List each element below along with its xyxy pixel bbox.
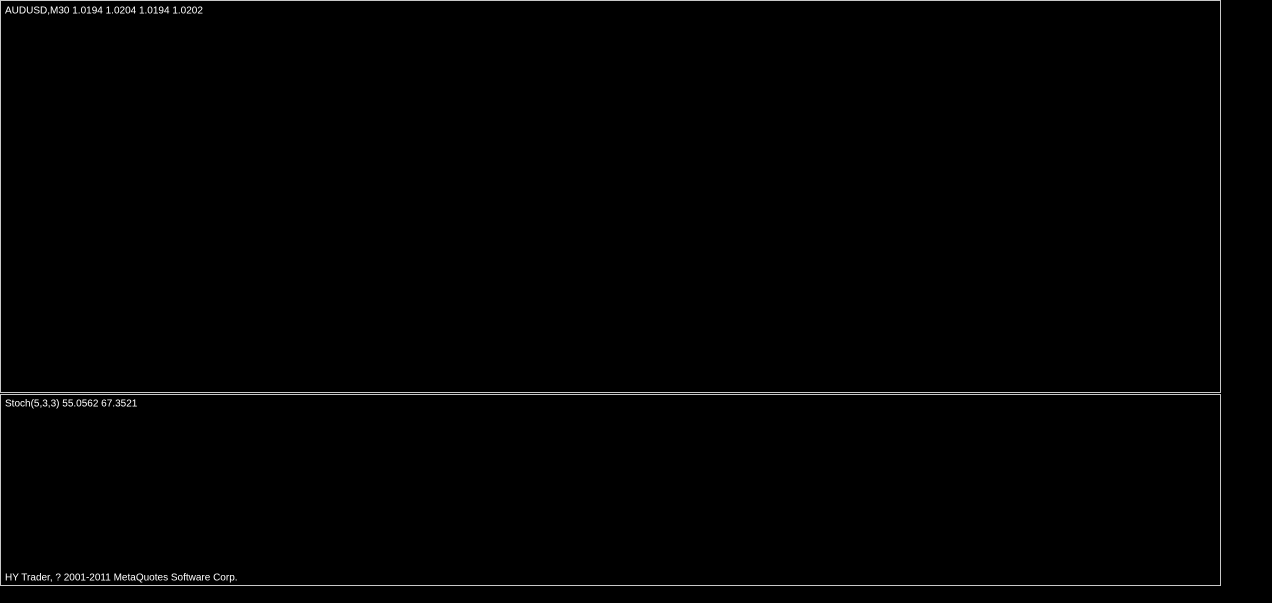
stoch-title: Stoch(5,3,3) 55.0562 67.3521 xyxy=(5,399,138,410)
price-title: AUDUSD,M30 1.0194 1.0204 1.0194 1.0202 xyxy=(5,6,203,17)
stoch-panel-frame xyxy=(0,394,1221,586)
footer: HY Trader, ? 2001-2011 MetaQuotes Softwa… xyxy=(5,573,238,584)
price-panel-frame xyxy=(0,0,1221,393)
